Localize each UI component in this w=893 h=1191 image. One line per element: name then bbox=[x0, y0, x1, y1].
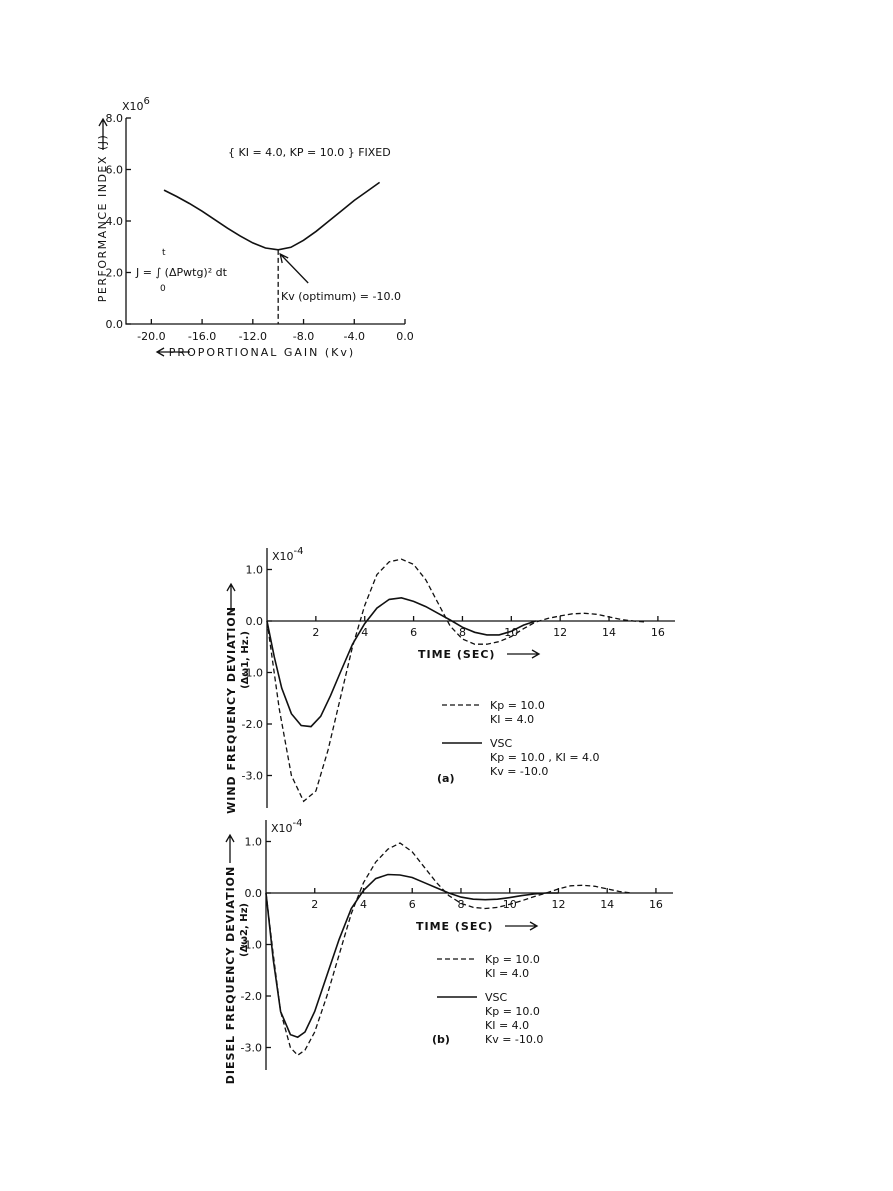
series-line bbox=[265, 842, 632, 1057]
legend-solid-entry: KI = 4.0 bbox=[485, 1019, 529, 1032]
x-tick-label: 6 bbox=[409, 898, 416, 911]
y-tick-label: -1.0 bbox=[242, 667, 263, 680]
x-tick-label: -8.0 bbox=[293, 330, 314, 343]
y-axis-label: WIND FREQUENCY DEVIATION bbox=[225, 606, 238, 814]
x-tick-label: -20.0 bbox=[137, 330, 165, 343]
formula-lower-limit: 0 bbox=[160, 284, 166, 294]
legend-dashed-entry: KI = 4.0 bbox=[485, 967, 529, 980]
y-multiplier: X10-4 bbox=[272, 546, 304, 563]
wind-frequency-deviation-chart: 1.00.0-1.0-2.0-3.02 4 6 8 10 12 14 16X10-4TIME … bbox=[225, 546, 675, 814]
x-tick-label: 4 bbox=[361, 626, 368, 639]
y-tick-label: 1.0 bbox=[246, 564, 264, 577]
x-tick-label: 2 bbox=[312, 626, 319, 639]
y-multiplier: X106 bbox=[122, 96, 150, 113]
y-tick-label: 8.0 bbox=[106, 112, 124, 125]
y-axis-sublabel: (Δω1, Hz.) bbox=[240, 631, 251, 689]
y-axis-arrow bbox=[226, 582, 236, 612]
fixed-gains-annotation: { KI = 4.0, KP = 10.0 } FIXED bbox=[228, 146, 391, 159]
legend-solid-entry: Kv = -10.0 bbox=[490, 765, 548, 778]
y-tick-label: -1.0 bbox=[241, 939, 262, 952]
x-tick-label: 0.0 bbox=[396, 330, 414, 343]
x-tick-label: 6 bbox=[410, 626, 417, 639]
x-tick-label: -4.0 bbox=[344, 330, 365, 343]
y-tick-label: 0.0 bbox=[246, 615, 264, 628]
x-tick-label: 8 bbox=[459, 626, 466, 639]
x-axis-arrow bbox=[155, 347, 190, 357]
y-tick-label: -2.0 bbox=[242, 718, 263, 731]
y-axis-arrow bbox=[225, 833, 235, 863]
optimum-annotation: Kv (optimum) = -10.0 bbox=[281, 290, 401, 303]
y-axis-label: DIESEL FREQUENCY DEVIATION bbox=[224, 866, 237, 1084]
y-axis-arrow bbox=[98, 117, 108, 150]
y-tick-label: -2.0 bbox=[241, 990, 262, 1003]
series-line bbox=[266, 596, 536, 728]
y-tick-label: -3.0 bbox=[242, 770, 263, 783]
y-tick-label: 0.0 bbox=[106, 318, 124, 331]
legend-solid-entry: VSC bbox=[485, 991, 508, 1004]
legend-dashed-entry: KI = 4.0 bbox=[490, 713, 534, 726]
x-tick-label: 16 bbox=[651, 626, 665, 639]
legend-dashed-entry: Kp = 10.0 bbox=[490, 699, 545, 712]
series-line bbox=[163, 181, 381, 251]
x-tick-label: 12 bbox=[551, 898, 565, 911]
x-tick-label: 4 bbox=[360, 898, 367, 911]
y-axis-sublabel: (Δω2, Hz) bbox=[239, 903, 250, 957]
x-tick-label: -16.0 bbox=[188, 330, 216, 343]
series-line bbox=[265, 873, 559, 1039]
y-tick-label: 0.0 bbox=[245, 887, 263, 900]
x-axis-label: PROPORTIONAL GAIN (Kv) bbox=[169, 346, 355, 359]
y-axis-label: PERFORMANCE INDEX (J) bbox=[96, 134, 109, 302]
y-tick-label: 4.0 bbox=[106, 215, 124, 228]
legend-dashed-entry: Kp = 10.0 bbox=[485, 953, 540, 966]
diesel-frequency-deviation-chart: 1.00.0-1.0-2.0-3.02 4 6 8 10 12 14 16X10-4TIME … bbox=[224, 818, 673, 1084]
legend-solid-entry: VSC bbox=[490, 737, 513, 750]
x-axis-label: TIME (SEC) bbox=[418, 648, 495, 661]
legend-solid-entry: Kv = -10.0 bbox=[485, 1033, 543, 1046]
legend-solid-entry: Kp = 10.0 bbox=[485, 1005, 540, 1018]
formula-upper-limit: t bbox=[162, 248, 166, 258]
x-axis-arrow bbox=[507, 649, 541, 659]
y-tick-label: -3.0 bbox=[241, 1042, 262, 1055]
panel-label: (b) bbox=[432, 1033, 450, 1046]
x-tick-label: 14 bbox=[600, 898, 614, 911]
y-multiplier: X10-4 bbox=[271, 818, 303, 835]
x-tick-label: 16 bbox=[649, 898, 663, 911]
x-tick-label: 2 bbox=[311, 898, 318, 911]
y-tick-label: 2.0 bbox=[106, 267, 124, 280]
x-axis-arrow bbox=[505, 921, 539, 931]
x-axis-label: TIME (SEC) bbox=[416, 920, 493, 933]
series-line bbox=[266, 558, 646, 803]
formula-annotation: J = ∫ (ΔPwtg)² dt bbox=[135, 266, 228, 279]
y-tick-label: 6.0 bbox=[106, 164, 124, 177]
panel-label: (a) bbox=[437, 772, 454, 785]
legend-solid-entry: Kp = 10.0 , KI = 4.0 bbox=[490, 751, 600, 764]
x-tick-label: 12 bbox=[553, 626, 567, 639]
x-tick-label: 8 bbox=[457, 898, 464, 911]
y-tick-label: 1.0 bbox=[245, 836, 263, 849]
x-tick-label: 14 bbox=[602, 626, 616, 639]
performance-index-chart: 0.0 2.0 4.0 6.0 8.0 -20.0 -16.0 -12.0 -8.0 -4.0 0.… bbox=[96, 96, 414, 359]
x-tick-label: -12.0 bbox=[239, 330, 267, 343]
optimum-arrow bbox=[279, 252, 309, 284]
